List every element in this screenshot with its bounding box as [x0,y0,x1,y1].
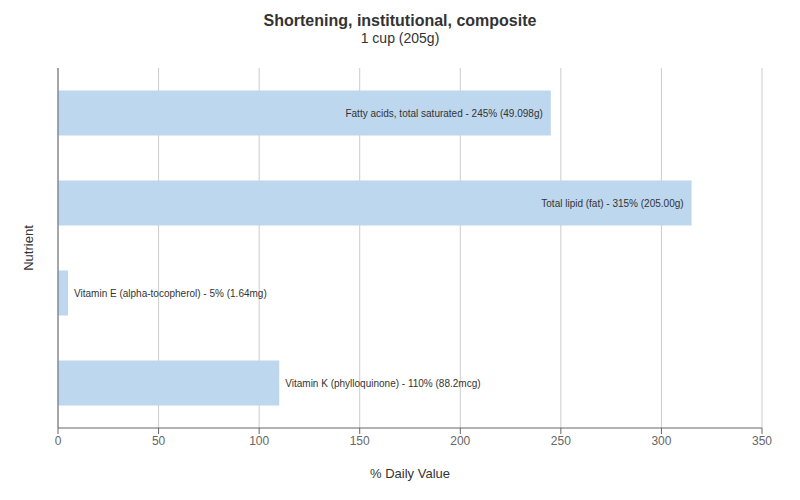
svg-text:50: 50 [152,434,166,448]
svg-text:Nutrient: Nutrient [21,225,36,271]
svg-text:200: 200 [450,434,470,448]
svg-text:300: 300 [651,434,671,448]
svg-text:% Daily Value: % Daily Value [370,466,450,481]
html-text:Shortening, institutional, com: Shortening, institutional, composite [263,12,537,29]
svg-text:250: 250 [551,434,571,448]
svg-text:Vitamin E (alpha-tocopherol) -: Vitamin E (alpha-tocopherol) - 5% (1.64m… [74,288,267,299]
svg-text:Vitamin K (phylloquinone) - 11: Vitamin K (phylloquinone) - 110% (88.2mc… [285,378,480,389]
svg-text:150: 150 [350,434,370,448]
svg-text:Fatty acids, total saturated -: Fatty acids, total saturated - 245% (49.… [345,108,542,119]
svg-text:100: 100 [249,434,269,448]
svg-text:350: 350 [752,434,772,448]
svg-text:0: 0 [55,434,62,448]
svg-text:Total lipid (fat) - 315% (205.: Total lipid (fat) - 315% (205.00g) [541,198,683,209]
html-text:1 cup (205g): 1 cup (205g) [360,30,440,46]
